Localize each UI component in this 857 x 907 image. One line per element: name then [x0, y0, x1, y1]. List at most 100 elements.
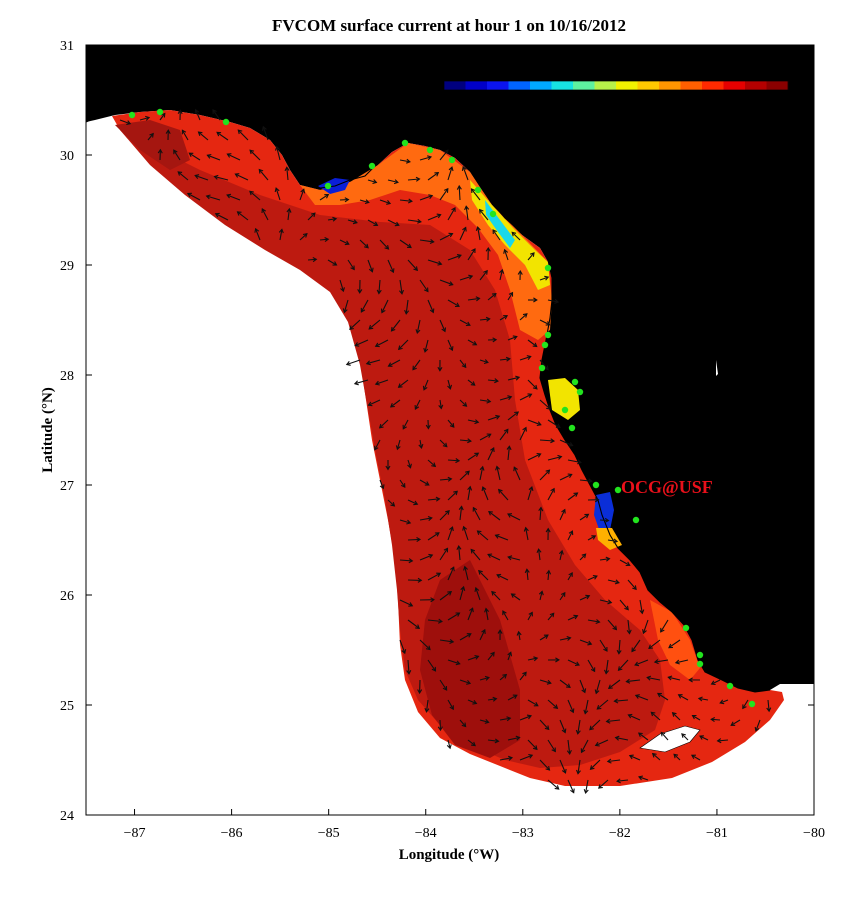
- current-vector-head: [374, 445, 379, 451]
- current-vector: [427, 572, 441, 581]
- current-vector: [349, 319, 361, 330]
- current-vector-head: [437, 726, 443, 732]
- current-vector-head: [492, 337, 498, 343]
- current-vector: [618, 659, 629, 671]
- current-vector: [579, 639, 592, 645]
- current-vector: [615, 737, 629, 741]
- current-vector: [439, 279, 453, 286]
- x-tick-label: −87: [124, 826, 146, 841]
- current-vector: [470, 549, 481, 561]
- current-vector: [447, 526, 454, 541]
- current-vector: [507, 652, 512, 661]
- current-vector-head: [475, 226, 481, 231]
- current-vector-head: [466, 633, 472, 638]
- current-vector: [508, 556, 521, 561]
- current-vector-head: [607, 684, 613, 690]
- current-vector: [519, 427, 527, 441]
- current-vector: [262, 126, 269, 141]
- current-vector: [668, 639, 681, 649]
- current-vector-head: [261, 208, 266, 214]
- current-vector: [673, 754, 681, 761]
- current-vector: [584, 699, 589, 714]
- current-vector: [607, 759, 621, 763]
- station-marker: [544, 264, 552, 272]
- station-marker: [696, 651, 704, 659]
- current-vector: [235, 173, 249, 181]
- current-vector: [399, 159, 410, 163]
- current-vector-head: [538, 506, 544, 512]
- current-vector: [567, 615, 578, 621]
- current-vector-head: [646, 675, 652, 681]
- current-vector-head: [545, 321, 551, 326]
- current-vector: [226, 194, 241, 201]
- current-vector-head: [517, 270, 523, 275]
- station-marker: [632, 516, 640, 524]
- current-vector: [439, 548, 448, 561]
- current-vector: [678, 694, 689, 701]
- current-vector: [346, 359, 361, 366]
- current-vector: [419, 554, 433, 561]
- current-vector-head: [434, 532, 440, 537]
- current-vector: [657, 693, 669, 701]
- current-vector-head: [512, 694, 518, 699]
- current-vector-head: [226, 153, 232, 158]
- current-vector: [499, 757, 513, 761]
- current-vector-head: [515, 735, 521, 741]
- current-vector-head: [742, 704, 747, 710]
- current-vector-head: [638, 775, 644, 781]
- current-vector-head: [506, 716, 512, 722]
- station-marker: [448, 156, 456, 164]
- current-vector: [447, 299, 460, 307]
- current-vector: [459, 586, 465, 601]
- current-vector-head: [461, 722, 467, 728]
- current-vector-head: [390, 501, 396, 507]
- current-vector: [628, 714, 641, 721]
- current-vector: [399, 639, 406, 654]
- current-vector-head: [340, 287, 345, 293]
- colorbar-tick-label: 24: [525, 95, 535, 105]
- current-vector: [427, 659, 436, 672]
- current-vector: [207, 154, 221, 161]
- current-vector-head: [214, 212, 220, 218]
- current-vector: [619, 599, 629, 611]
- current-vector-head: [430, 597, 435, 603]
- current-vector-head: [574, 661, 580, 667]
- current-vector-head: [466, 679, 472, 685]
- current-vector: [607, 539, 618, 543]
- current-vector-head: [324, 194, 330, 199]
- current-vector-head: [583, 709, 589, 715]
- current-vector-head: [492, 229, 497, 235]
- current-vector: [419, 639, 431, 650]
- deep-water-band: [120, 130, 665, 768]
- current-vector-head: [506, 445, 512, 451]
- current-vector-head: [374, 342, 380, 348]
- current-vector-head: [491, 590, 496, 596]
- current-vector-head: [461, 165, 467, 172]
- current-vector: [459, 679, 471, 684]
- current-vector: [439, 188, 449, 201]
- current-vector-head: [406, 243, 412, 249]
- current-vector-head: [502, 610, 507, 616]
- current-vector-head: [464, 205, 470, 211]
- plot-frame: [85, 44, 815, 816]
- current-vector-head: [474, 586, 480, 592]
- station-marker: [576, 388, 584, 396]
- current-vector: [479, 629, 486, 641]
- current-vector-head: [627, 713, 633, 719]
- current-vector-head: [551, 747, 556, 753]
- current-vector-head: [413, 266, 419, 272]
- current-vector-head: [437, 618, 443, 624]
- current-vector-head: [499, 268, 505, 274]
- current-vector-head: [278, 228, 284, 234]
- current-vector: [598, 779, 609, 789]
- current-vector: [407, 259, 418, 271]
- current-vector-head: [607, 599, 613, 605]
- current-vector-head: [393, 179, 399, 185]
- current-vector: [419, 279, 429, 292]
- current-vector: [507, 513, 521, 521]
- current-vector-head: [455, 458, 461, 464]
- current-vector: [399, 599, 413, 607]
- current-vector: [487, 652, 495, 661]
- current-vector: [691, 754, 701, 761]
